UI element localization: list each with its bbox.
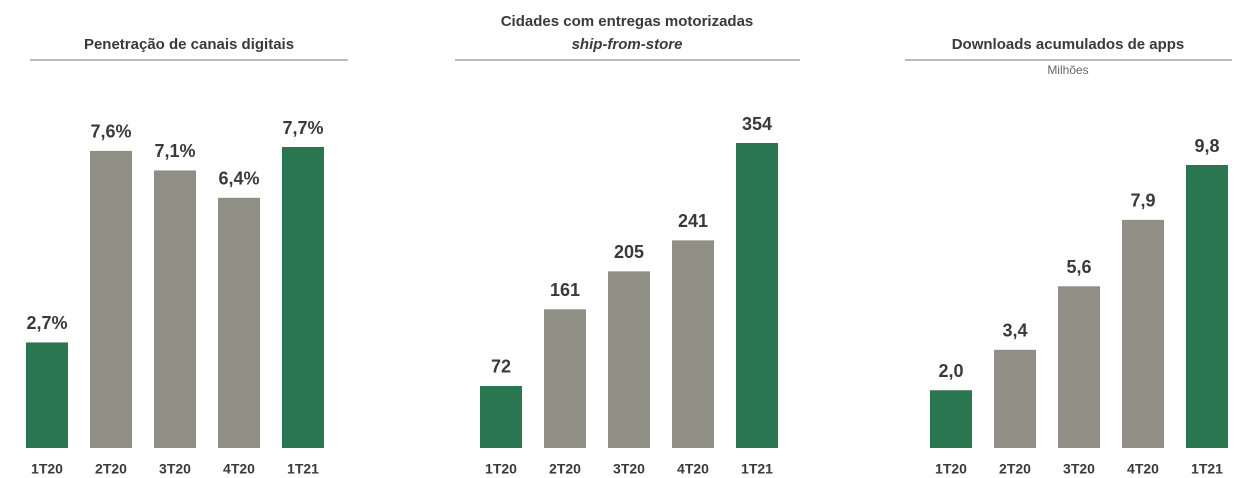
bar xyxy=(154,170,196,449)
value-label: 7,9 xyxy=(1130,191,1155,211)
bar xyxy=(994,349,1036,448)
bar xyxy=(1122,219,1164,448)
chart-subtitle: Milhões xyxy=(1047,63,1088,77)
x-tick-label: 4T20 xyxy=(1127,461,1159,477)
x-tick-label: 2T20 xyxy=(999,461,1031,477)
x-tick-label: 3T20 xyxy=(613,461,645,477)
bar xyxy=(90,150,132,448)
x-tick-label: 2T20 xyxy=(95,461,127,477)
chart-subtitle: ship-from-store xyxy=(572,36,683,53)
bar xyxy=(282,147,324,448)
x-tick-label: 1T21 xyxy=(1191,461,1223,477)
bar xyxy=(672,240,714,448)
bar xyxy=(1058,286,1100,448)
value-label: 7,1% xyxy=(154,141,195,161)
x-tick-label: 2T20 xyxy=(549,461,581,477)
bar xyxy=(218,197,260,448)
bar xyxy=(480,385,522,448)
bar xyxy=(930,390,972,448)
x-tick-label: 1T20 xyxy=(485,461,517,477)
value-label: 241 xyxy=(678,211,708,231)
x-tick-label: 4T20 xyxy=(677,461,709,477)
bar xyxy=(26,342,68,448)
x-tick-label: 1T20 xyxy=(31,461,63,477)
value-label: 2,0 xyxy=(938,361,963,381)
value-label: 205 xyxy=(614,242,644,262)
value-label: 7,6% xyxy=(90,122,131,142)
value-label: 9,8 xyxy=(1194,136,1219,156)
value-label: 354 xyxy=(742,114,772,134)
chart-title: Penetração de canais digitais xyxy=(84,36,294,53)
x-tick-label: 1T21 xyxy=(741,461,773,477)
chart-title: Downloads acumulados de apps xyxy=(952,36,1185,53)
x-tick-label: 4T20 xyxy=(223,461,255,477)
value-label: 7,7% xyxy=(282,118,323,138)
value-label: 2,7% xyxy=(26,313,67,333)
value-label: 5,6 xyxy=(1066,257,1091,277)
value-label: 72 xyxy=(491,357,511,377)
x-tick-label: 3T20 xyxy=(1063,461,1095,477)
value-label: 161 xyxy=(550,280,580,300)
x-tick-label: 1T20 xyxy=(935,461,967,477)
bar xyxy=(1186,165,1228,448)
x-tick-label: 3T20 xyxy=(159,461,191,477)
value-label: 6,4% xyxy=(218,169,259,189)
bar xyxy=(544,309,586,448)
bar xyxy=(608,271,650,448)
chart-title: Cidades com entregas motorizadas xyxy=(501,13,754,30)
value-label: 3,4 xyxy=(1002,321,1027,341)
x-tick-label: 1T21 xyxy=(287,461,319,477)
bar xyxy=(736,143,778,448)
